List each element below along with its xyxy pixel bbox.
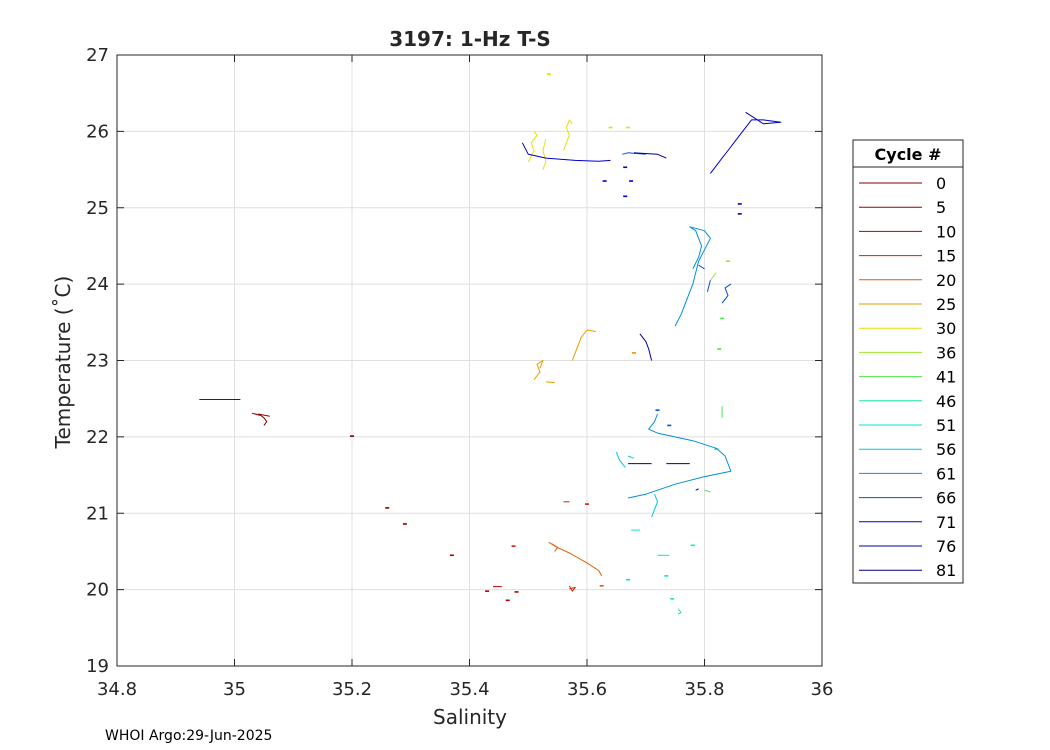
series-line	[706, 280, 711, 292]
series-line	[639, 333, 653, 361]
y-tick-label: 26	[86, 121, 109, 142]
y-tick-label: 25	[86, 198, 109, 219]
series-cycle-5	[257, 413, 407, 525]
y-tick-label: 21	[86, 503, 109, 524]
series-cycle-81	[633, 152, 699, 491]
series-line	[257, 413, 270, 417]
series-line	[615, 451, 626, 468]
series-cycle-46	[670, 597, 682, 615]
series-cycle-71	[521, 111, 782, 215]
legend-entry-label: 36	[936, 343, 956, 362]
y-tick-label: 23	[86, 351, 109, 372]
series-line	[568, 585, 576, 592]
series-line	[521, 142, 611, 162]
legend-entry-label: 51	[936, 416, 956, 435]
series-cycle-30	[527, 73, 631, 170]
x-axis-label: Salinity	[433, 705, 507, 729]
legend-entry-label: 46	[936, 392, 956, 411]
series-cycle-76	[628, 333, 690, 465]
series-line	[633, 152, 667, 159]
series-line	[695, 488, 699, 491]
axis-ticks: 34.8 35 35.2 35.4 35.6 35.8 36 19 20 21 22 23 24 25 26…	[86, 45, 833, 700]
legend-entry-label: 30	[936, 319, 956, 338]
series-line	[710, 111, 782, 174]
legend-entry-label: 71	[936, 513, 956, 532]
plot-series	[199, 73, 782, 615]
series-cycle-10	[449, 554, 519, 602]
legend-entry-label: 81	[936, 561, 956, 580]
grid-lines	[117, 55, 822, 666]
series-cycle-61	[627, 226, 732, 499]
legend-entry-label: 76	[936, 537, 956, 556]
legend-items: 0 5 10 15 20 25 30 36 41 46 51 56 61 66 71 76 81	[859, 174, 956, 580]
series-cycle-0	[199, 399, 354, 437]
series-cycle-56	[615, 451, 658, 518]
series-cycle-20	[548, 541, 604, 587]
y-tick-label: 22	[86, 427, 109, 448]
series-cycle-36	[710, 260, 730, 281]
series-line	[651, 494, 658, 518]
series-line	[251, 412, 268, 426]
series-cycle-66	[622, 152, 732, 427]
legend-title: Cycle #	[875, 145, 942, 164]
y-tick-label: 24	[86, 274, 109, 295]
legend-entry-label: 41	[936, 368, 956, 387]
series-line	[627, 413, 732, 499]
x-tick-label: 35.8	[684, 679, 724, 700]
x-tick-label: 35.4	[449, 679, 489, 700]
legend-entry-label: 66	[936, 489, 956, 508]
y-tick-label: 19	[86, 656, 109, 677]
y-tick-label: 27	[86, 45, 109, 66]
series-line	[542, 138, 547, 170]
x-tick-label: 36	[811, 679, 834, 700]
x-tick-label: 35.2	[332, 679, 372, 700]
series-line	[545, 381, 555, 384]
series-line	[627, 455, 635, 459]
series-line	[721, 283, 732, 304]
legend-entry-label: 20	[936, 271, 956, 290]
series-line	[698, 264, 705, 270]
legend-entry-label: 61	[936, 464, 956, 483]
legend-entry-label: 56	[936, 440, 956, 459]
series-line	[674, 226, 711, 327]
series-line	[622, 152, 646, 155]
series-cycle-25	[533, 329, 636, 384]
series-line	[571, 329, 596, 361]
chart-title: 3197: 1-Hz T-S	[389, 27, 551, 51]
y-tick-label: 20	[86, 580, 109, 601]
series-line	[533, 360, 544, 380]
x-tick-label: 35.6	[567, 679, 607, 700]
series-line	[563, 119, 573, 151]
legend: Cycle # 0 5 10 15 20 25 30 36 41 46 51 56 61 66 71 76 81	[852, 139, 964, 584]
series-line	[704, 489, 711, 493]
series-cycle-51	[626, 529, 695, 581]
series-line	[527, 131, 538, 163]
legend-entry-label: 5	[936, 198, 946, 217]
series-cycle-15	[511, 501, 589, 592]
legend-box	[852, 139, 964, 584]
series-line	[677, 608, 682, 615]
x-tick-label: 34.8	[97, 679, 137, 700]
legend-entry-label: 10	[936, 222, 956, 241]
series-line	[551, 543, 559, 552]
series-line	[710, 272, 717, 281]
footer-text: WHOI Argo:29-Jun-2025	[105, 728, 272, 744]
legend-entry-label: 0	[936, 174, 946, 193]
legend-entry-label: 25	[936, 295, 956, 314]
x-tick-label: 35	[223, 679, 246, 700]
y-axis-label: Temperature (˚C)	[51, 276, 75, 450]
legend-entry-label: 15	[936, 247, 956, 266]
